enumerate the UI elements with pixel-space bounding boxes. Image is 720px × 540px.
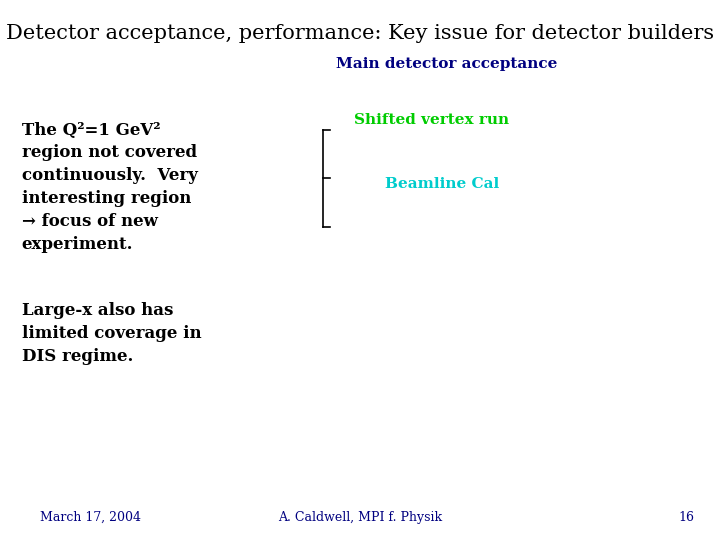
Text: 16: 16 <box>679 511 695 524</box>
Text: The Q²=1 GeV²
region not covered
continuously.  Very
interesting region
→ focus : The Q²=1 GeV² region not covered continu… <box>22 122 197 253</box>
Text: Shifted vertex run: Shifted vertex run <box>354 113 510 127</box>
Text: Beamline Cal: Beamline Cal <box>385 177 500 191</box>
Text: Detector acceptance, performance: Key issue for detector builders: Detector acceptance, performance: Key is… <box>6 24 714 43</box>
Text: A. Caldwell, MPI f. Physik: A. Caldwell, MPI f. Physik <box>278 511 442 524</box>
Text: March 17, 2004: March 17, 2004 <box>40 511 140 524</box>
Text: Large-x also has
limited coverage in
DIS regime.: Large-x also has limited coverage in DIS… <box>22 302 201 365</box>
Text: Main detector acceptance: Main detector acceptance <box>336 57 557 71</box>
